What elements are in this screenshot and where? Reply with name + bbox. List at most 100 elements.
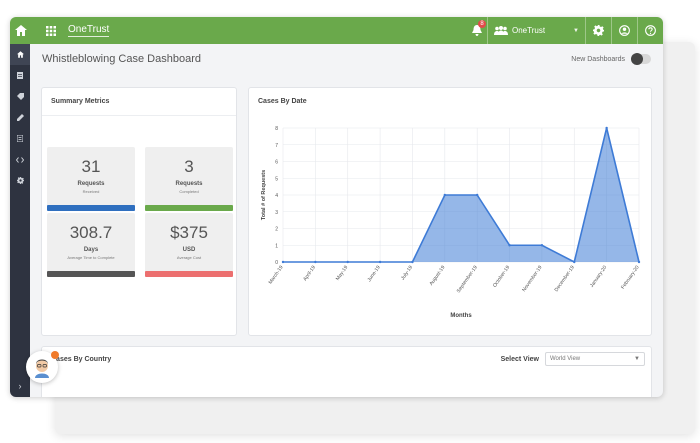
data-point — [281, 260, 285, 264]
data-point — [605, 126, 608, 130]
code-icon — [16, 156, 24, 163]
sidebar-item-tags[interactable] — [10, 86, 30, 107]
pencil-icon — [16, 114, 24, 121]
sidebar-item-integrations[interactable] — [10, 149, 30, 170]
x-tick-label: December-19 — [554, 265, 576, 293]
x-tick-label: July-19 — [400, 265, 414, 282]
gear-icon — [593, 25, 604, 36]
summary-metrics-panel: Summary Metrics 31 Requests Received 3 R… — [41, 87, 237, 336]
y-tick-label: 6 — [275, 160, 278, 166]
metric-value: $375 — [170, 223, 208, 242]
y-tick-label: 4 — [275, 193, 278, 199]
home-icon — [16, 51, 24, 58]
cases-by-date-title: Cases By Date — [258, 98, 307, 105]
select-view-label: Select View — [500, 356, 539, 363]
gear-icon — [16, 177, 24, 184]
sidebar-item-settings[interactable] — [10, 170, 30, 191]
data-point — [346, 260, 349, 264]
metric-value: 31 — [81, 157, 101, 176]
chevron-right-icon: › — [18, 381, 22, 391]
sidebar-item-home[interactable] — [10, 44, 30, 65]
sidebar: › — [10, 44, 30, 397]
app-window: OneTrust 8 OneTrust ▼ — [10, 17, 663, 397]
y-tick-label: 7 — [275, 143, 278, 149]
x-tick-label: September-19 — [456, 265, 479, 295]
new-dashboards-toggle[interactable] — [631, 53, 651, 65]
series-line — [283, 127, 640, 264]
view-select-value: World View — [550, 356, 581, 362]
metric-requests-received: 31 Requests Received — [47, 147, 135, 211]
metric-value: 308.7 — [69, 223, 113, 242]
home-button[interactable] — [10, 17, 32, 44]
metric-color-bar — [47, 205, 135, 211]
main-content: Whistleblowing Case Dashboard New Dashbo… — [30, 44, 663, 397]
sidebar-expand-button[interactable]: › — [10, 381, 30, 391]
sidebar-item-intake[interactable] — [10, 107, 30, 128]
metric-unit: Days — [83, 247, 99, 253]
data-point — [508, 244, 511, 247]
apps-grid-button[interactable] — [40, 17, 62, 44]
cases-by-date-panel: Cases By Date 0 1 2 3 4 5 6 7 8 March-19 April-19 M… — [248, 87, 652, 336]
x-tick-label: June-19 — [366, 265, 381, 283]
x-tick-label: November-19 — [521, 265, 543, 293]
org-selector[interactable]: OneTrust ▼ — [487, 17, 585, 44]
brand-logo[interactable]: OneTrust — [68, 24, 110, 37]
panel-divider — [42, 115, 236, 116]
profile-button[interactable] — [611, 17, 637, 44]
data-point — [573, 260, 576, 264]
x-tick-label: October-19 — [492, 265, 511, 289]
new-dashboards-switch[interactable]: New Dashboards — [571, 53, 651, 65]
metric-caption: Average Time to Complete — [67, 255, 115, 260]
x-tick-label: May-19 — [335, 265, 350, 282]
grid-icon — [46, 25, 56, 36]
notifications-button[interactable]: 8 — [467, 17, 487, 44]
x-axis-label: Months — [450, 313, 472, 319]
x-tick-label: April-19 — [302, 265, 317, 283]
document-list-icon — [17, 72, 23, 79]
x-tick-label: March-19 — [268, 265, 285, 286]
home-icon — [15, 25, 27, 36]
cases-by-date-chart: 0 1 2 3 4 5 6 7 8 March-19 April-19 May-19 June-19 Ju… — [261, 126, 641, 319]
data-point — [314, 260, 317, 264]
data-point — [475, 193, 479, 197]
bell-icon — [472, 25, 482, 36]
report-icon — [17, 135, 23, 142]
y-tick-label: 2 — [275, 227, 278, 233]
tag-icon — [16, 93, 24, 100]
new-dashboards-label: New Dashboards — [571, 55, 625, 63]
top-bar: OneTrust 8 OneTrust ▼ — [10, 17, 663, 44]
help-button[interactable] — [637, 17, 663, 44]
data-point — [540, 244, 544, 247]
view-select[interactable]: World View ▼ — [545, 352, 645, 366]
settings-button[interactable] — [585, 17, 611, 44]
metric-color-bar — [145, 271, 233, 277]
metric-color-bar — [47, 271, 135, 277]
metric-caption: Received — [82, 189, 100, 194]
users-icon — [494, 26, 508, 35]
help-icon — [645, 25, 656, 36]
y-tick-label: 3 — [275, 210, 278, 216]
page-title: Whistleblowing Case Dashboard — [42, 53, 201, 65]
metric-color-bar — [145, 205, 233, 211]
sidebar-item-reports[interactable] — [10, 128, 30, 149]
assistant-face-icon — [35, 359, 49, 378]
metric-average-cost: $375 USD Average Cost — [145, 213, 233, 277]
data-point — [411, 260, 414, 264]
summary-metrics-title: Summary Metrics — [51, 98, 110, 105]
notification-badge: 8 — [478, 20, 486, 28]
data-point — [443, 193, 447, 197]
x-tick-label: August-19 — [428, 265, 446, 287]
cases-by-country-panel: Cases By Country Select View World View … — [41, 346, 652, 397]
org-label: OneTrust — [512, 26, 546, 35]
y-axis-label: Total # of Requests — [261, 170, 267, 220]
x-tick-label: January-20 — [589, 265, 608, 289]
chevron-down-icon: ▼ — [634, 356, 640, 362]
sidebar-item-cases[interactable] — [10, 65, 30, 86]
chevron-down-icon: ▼ — [573, 27, 579, 34]
user-circle-icon — [619, 25, 630, 36]
metric-unit: USD — [182, 247, 196, 253]
toggle-knob — [631, 53, 643, 65]
x-tick-label: February-20 — [620, 265, 641, 291]
metric-unit: Requests — [175, 181, 203, 187]
assistant-avatar[interactable] — [26, 351, 59, 383]
